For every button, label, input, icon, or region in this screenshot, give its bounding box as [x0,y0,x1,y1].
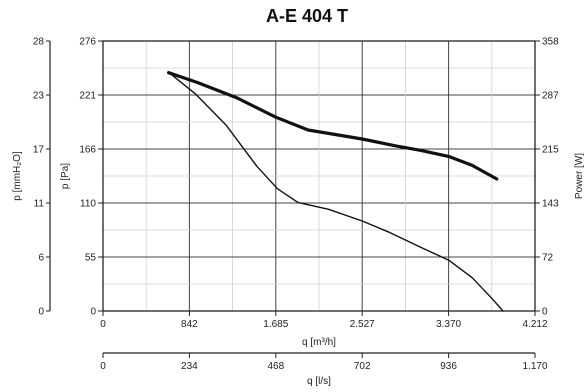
x-tick-label: 3.370 [436,319,461,330]
x-tick-label: 2.527 [350,319,375,330]
y-tick-label: 110 [80,199,96,210]
x-tick-label: 0 [100,319,106,330]
x-axis-label: q [m³/h] [302,337,336,348]
x2-tick-label: 1.170 [522,361,547,372]
y-outer-tick-label: 23 [33,91,45,102]
y-right-tick-label: 72 [542,253,554,264]
power-curve [167,71,499,181]
y-right-tick-label: 287 [542,91,559,102]
tick-group: 0 55 110 166 221 276 0 6 11 17 23 28 0 72 143 215 287 358… [33,37,559,373]
pressure-curve [167,71,504,312]
plot-frame [102,40,536,312]
x-tick-label: 1.685 [263,319,288,330]
x2-tick-label: 936 [440,361,457,372]
y-right-axis-label: Power [W] [574,153,585,199]
y-outer-axis-label: p [mmH₂O] [12,151,23,201]
x2-tick-label: 0 [100,361,106,372]
y-tick-label: 0 [90,307,96,318]
y-right-tick-label: 215 [542,145,559,156]
y-tick-label: 55 [85,253,97,264]
chart-title: A-E 404 T [266,6,348,26]
x2-tick-label: 702 [354,361,371,372]
y-outer-tick-label: 28 [33,37,45,48]
x2-tick-label: 468 [267,361,284,372]
x2-tick-label: 234 [181,361,198,372]
series-group [167,71,504,312]
y-tick-label: 166 [79,145,96,156]
y-axis-label: p [Pa] [60,163,71,189]
y-outer-tick-label: 11 [34,199,45,210]
y-tick-label: 276 [79,37,96,48]
y-outer-tick-label: 17 [33,145,45,156]
y-right-tick-label: 0 [542,307,548,318]
x-tick-label: 4.212 [522,319,547,330]
x2-axis-label: q [l/s] [307,376,331,387]
y-outer-tick-label: 6 [38,253,44,264]
y-outer-tick-label: 0 [38,307,44,318]
y-tick-label: 221 [79,91,96,102]
y-right-tick-label: 358 [542,37,559,48]
y-right-tick-label: 143 [542,199,559,210]
x-tick-label: 842 [181,319,198,330]
grid [103,41,535,311]
